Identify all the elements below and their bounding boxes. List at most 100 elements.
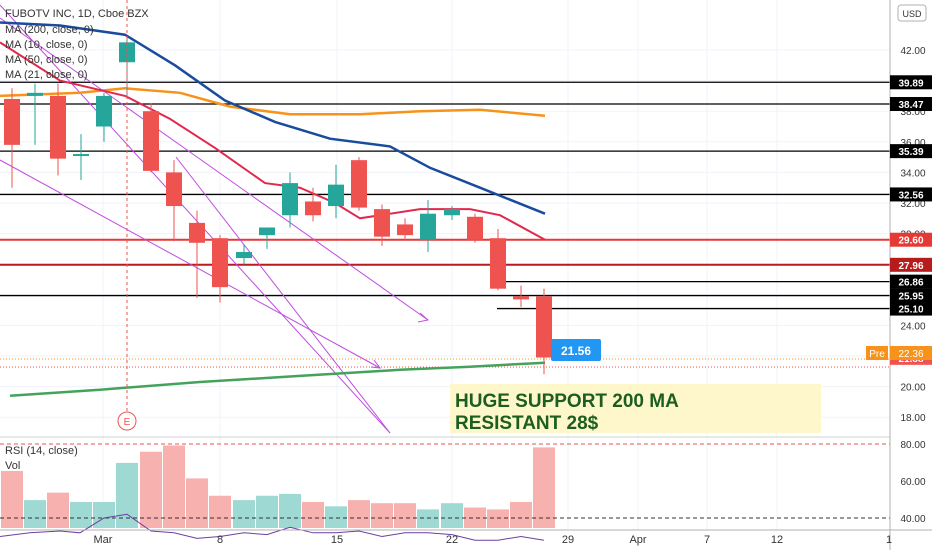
volume-bar <box>1 470 23 528</box>
trend-line-2-arrowhead <box>370 359 382 369</box>
annotation-box[interactable] <box>450 384 821 433</box>
volume-bar <box>464 507 486 528</box>
time-label-8: 8 <box>217 534 223 546</box>
vol-legend[interactable]: Vol <box>5 460 20 472</box>
candle[interactable] <box>490 229 506 291</box>
candle[interactable] <box>50 83 66 176</box>
candle-body <box>513 296 529 300</box>
level-label-39.89: 39.89 <box>898 78 923 89</box>
candle-body <box>397 224 413 236</box>
candle[interactable] <box>513 285 529 308</box>
candle[interactable] <box>143 103 159 173</box>
candle-body <box>143 111 159 171</box>
symbol-title: FUBOTV INC, 1D, Cboe BZX <box>5 8 149 20</box>
time-label-mar: Mar <box>94 534 113 546</box>
candle[interactable] <box>73 134 89 181</box>
candle-body <box>212 238 228 288</box>
time-label-29: 29 <box>562 534 574 546</box>
candle[interactable] <box>212 235 228 303</box>
candle[interactable] <box>259 227 275 249</box>
level-label-bg <box>890 187 932 202</box>
candle-body <box>119 42 135 63</box>
trend-line-4[interactable] <box>175 156 391 434</box>
time-label-1: 1 <box>886 534 892 546</box>
candle[interactable] <box>444 206 460 220</box>
earnings-marker[interactable] <box>117 411 137 431</box>
candle[interactable] <box>166 160 182 242</box>
volume-bar <box>371 503 393 528</box>
ma21-legend[interactable]: MA (21, close, 0) <box>5 69 88 81</box>
candle[interactable] <box>351 157 367 211</box>
candle-body <box>536 296 552 358</box>
candle-body <box>50 95 66 159</box>
volume-bar <box>417 509 439 528</box>
price-tick-label: 18.00 <box>900 413 925 424</box>
ma200-value-callout <box>551 339 601 361</box>
candle[interactable] <box>27 83 43 145</box>
trend-line-2[interactable] <box>0 159 381 369</box>
ma10-line[interactable] <box>0 41 546 241</box>
candle[interactable] <box>328 164 344 219</box>
candle-body <box>236 251 252 259</box>
candle[interactable] <box>282 172 298 228</box>
rsi-tick-label: 60.00 <box>900 477 925 488</box>
level-label-29.60: 29.60 <box>898 236 923 247</box>
time-label-12: 12 <box>771 534 783 546</box>
candle-body <box>4 98 20 145</box>
candle[interactable] <box>305 187 321 222</box>
candle-body <box>259 227 275 236</box>
candle[interactable] <box>236 244 252 265</box>
volume-bar <box>116 462 138 528</box>
trend-lines[interactable] <box>0 4 430 434</box>
rsi-line <box>0 513 545 541</box>
level-price-labels: 39.89 38.47 35.39 32.56 29.60 27.96 26.86 25.95… <box>890 75 932 365</box>
price-tick-label: 36.00 <box>900 138 925 149</box>
candle-body <box>328 184 344 207</box>
rsi-tick-label: 80.00 <box>900 440 925 451</box>
candle[interactable] <box>189 210 205 298</box>
ma200-legend[interactable]: MA (200, close, 0) <box>5 24 94 36</box>
level-label-38.47: 38.47 <box>898 100 923 111</box>
price-tick-label: 24.00 <box>900 321 925 332</box>
currency-button[interactable] <box>897 4 927 22</box>
ma21-line[interactable] <box>0 21 546 215</box>
candle[interactable] <box>536 288 552 375</box>
trend-line-1[interactable] <box>0 17 429 321</box>
volume-bar <box>209 495 231 528</box>
indicator-legend[interactable]: FUBOTV INC, 1D, Cboe BZX MA (200, close,… <box>5 8 149 472</box>
price-tick-label: 20.00 <box>900 383 925 394</box>
volume-bar <box>93 501 115 528</box>
level-label-25.95: 25.95 <box>898 292 923 303</box>
ma200-line[interactable] <box>9 361 546 398</box>
candle-body <box>467 216 483 240</box>
level-label-35.39: 35.39 <box>898 147 923 158</box>
candlesticks[interactable] <box>4 37 552 375</box>
price-tick-label: 32.00 <box>900 199 925 210</box>
level-label-bg <box>890 75 932 90</box>
volume-bar <box>186 478 208 528</box>
price-tick-label: 34.00 <box>900 168 925 179</box>
trend-line-3[interactable] <box>0 4 391 434</box>
currency-button-label: USD <box>902 9 922 19</box>
time-label-apr: Apr <box>629 534 646 546</box>
volume-bar <box>394 503 416 528</box>
price-tick-label: 38.00 <box>900 107 925 118</box>
ma50-legend[interactable]: MA (50, close, 0) <box>5 54 88 66</box>
level-label-bg <box>890 232 932 247</box>
candle[interactable] <box>397 218 413 240</box>
pre-badge-label: Pre <box>869 349 885 360</box>
candle[interactable] <box>374 204 390 246</box>
level-label-bg <box>890 288 932 303</box>
candle[interactable] <box>4 88 20 188</box>
ma10-legend[interactable]: MA (10, close, 0) <box>5 39 88 51</box>
candle[interactable] <box>96 92 112 142</box>
rsi-legend[interactable]: RSI (14, close) <box>5 445 78 457</box>
volume-bar <box>487 509 509 528</box>
candle-body <box>420 213 436 240</box>
candle[interactable] <box>467 213 483 243</box>
candle[interactable] <box>420 199 436 252</box>
horizontal-levels[interactable] <box>0 81 890 310</box>
level-label-bg <box>890 257 932 272</box>
rsi-tick-label: 40.00 <box>900 514 925 525</box>
